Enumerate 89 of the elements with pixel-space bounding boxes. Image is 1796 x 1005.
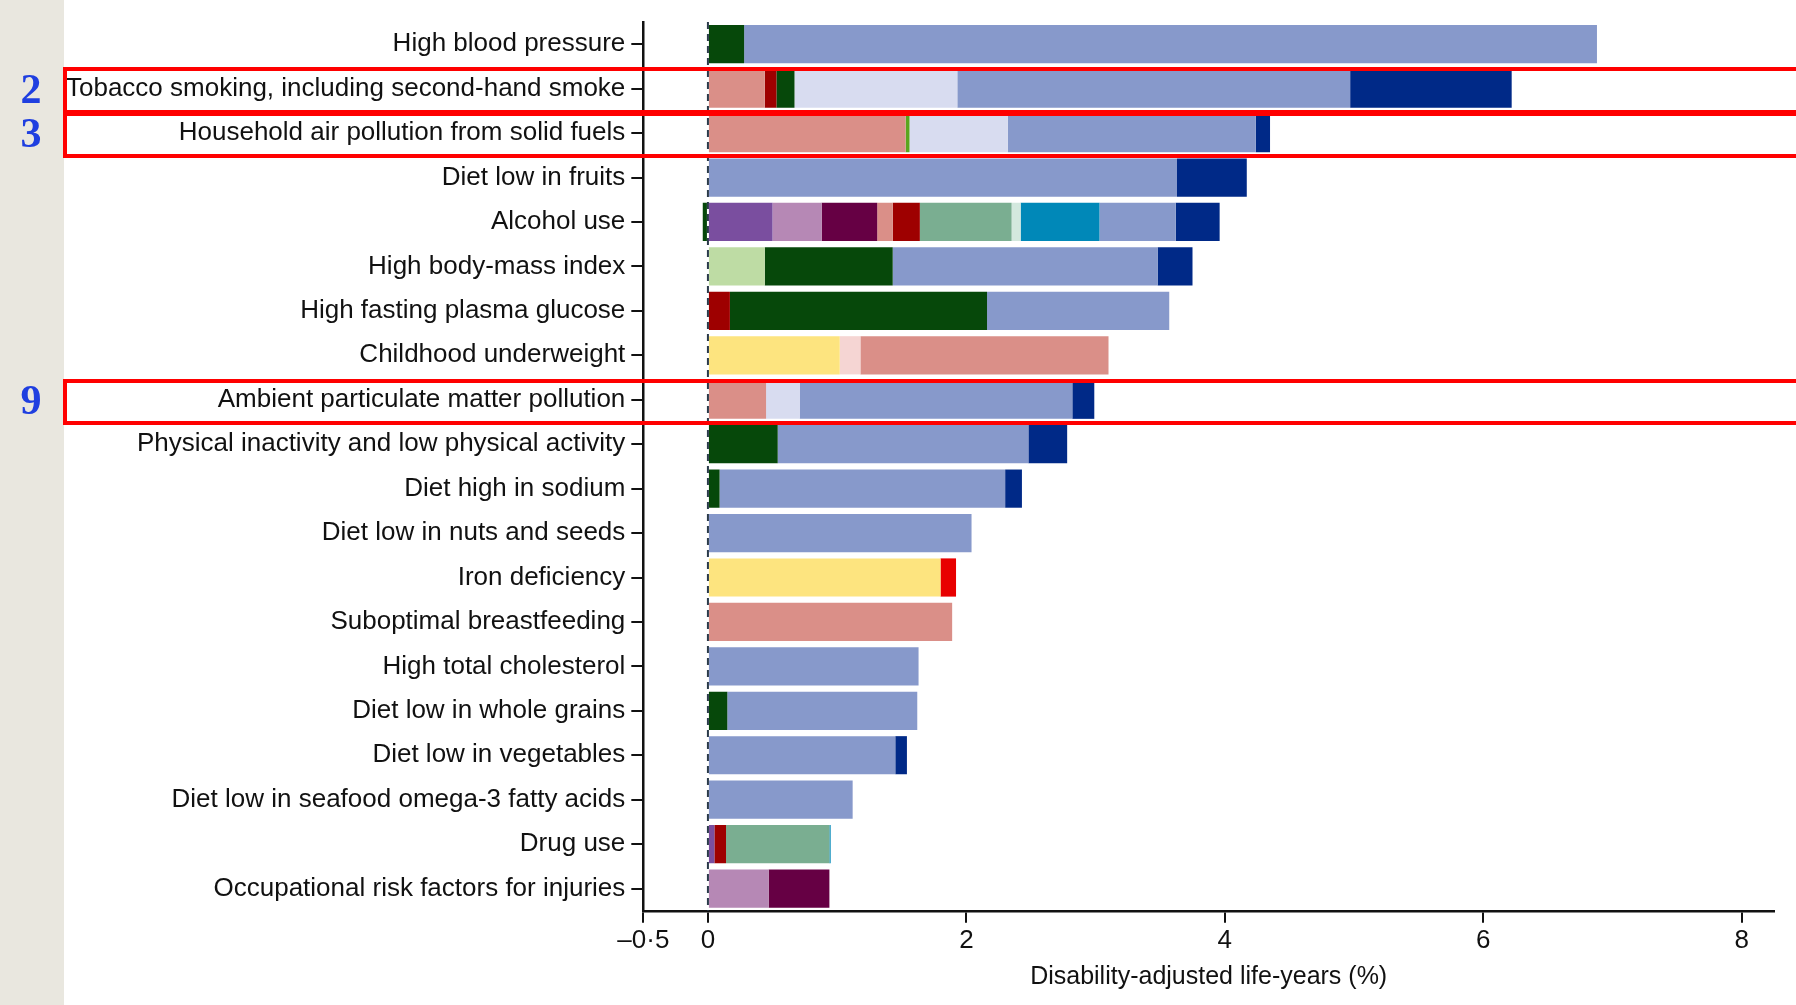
y-tick-label: Diet low in vegetables	[372, 738, 626, 769]
x-tick-label: 6	[1476, 923, 1491, 954]
x-tick-label: 0	[700, 923, 716, 954]
bar	[877, 202, 893, 242]
bar	[764, 69, 777, 108]
bar	[766, 380, 800, 419]
bar	[702, 202, 707, 242]
bar	[1007, 113, 1256, 153]
bar	[1005, 469, 1022, 508]
bar	[957, 69, 1351, 108]
y-tick-label: Tobacco smoking, including second-hand smoke	[65, 71, 626, 102]
bar	[895, 736, 907, 775]
bar	[708, 247, 765, 286]
bar	[1020, 202, 1100, 242]
bar	[1255, 113, 1271, 153]
y-tick-label: High body-mass index	[368, 249, 626, 280]
text: 9	[19, 375, 43, 425]
bar	[708, 869, 769, 908]
bar	[1175, 202, 1220, 242]
y-tick-label: Alcohol use	[490, 205, 626, 236]
bar	[905, 113, 910, 153]
bar	[708, 425, 778, 464]
y-tick-label: Diet low in whole grains	[352, 693, 626, 724]
y-tick-label: High fasting plasma glucose	[300, 294, 626, 325]
bar	[714, 825, 727, 864]
y-tick-label: Drug use	[519, 827, 626, 858]
y-tick-label: Household air pollution from solid fuels	[178, 116, 626, 147]
bar	[892, 247, 1158, 286]
bar	[708, 825, 715, 864]
bar	[708, 158, 1177, 197]
bar	[764, 247, 893, 286]
bar	[727, 691, 918, 730]
y-tick-label: High total cholesterol	[382, 649, 626, 680]
bar	[708, 469, 720, 508]
bar	[776, 69, 795, 108]
bar	[768, 869, 830, 908]
x-tick-label: 8	[1734, 923, 1749, 954]
bar	[708, 602, 953, 642]
y-tick-label: High blood pressure	[392, 27, 626, 58]
bar	[839, 336, 861, 375]
bar	[708, 69, 765, 108]
bar	[1099, 202, 1176, 242]
bar	[821, 202, 878, 242]
y-tick-label: Physical inactivity and low physical activity	[136, 427, 626, 458]
bar	[708, 513, 972, 553]
bar	[892, 202, 920, 242]
bar	[708, 202, 773, 242]
bar	[708, 558, 941, 597]
y-tick-label: Diet low in nuts and seeds	[321, 516, 626, 547]
bar	[708, 25, 745, 64]
bar	[708, 291, 730, 330]
y-tick-label: Iron deficiency	[457, 560, 626, 591]
y-tick-label: Diet low in fruits	[441, 160, 626, 191]
bar	[799, 380, 1073, 419]
y-tick-label: Diet low in seafood omega-3 fatty acids	[171, 782, 626, 813]
bar	[708, 691, 728, 730]
bar	[708, 736, 896, 775]
bar	[708, 113, 906, 153]
y-tick-label: Suboptimal breastfeeding	[330, 605, 626, 636]
bar	[772, 202, 822, 242]
bar	[794, 69, 958, 108]
bar	[708, 780, 853, 819]
bar	[909, 113, 1008, 153]
bar	[1011, 202, 1021, 242]
bar	[777, 425, 1029, 464]
bar	[919, 202, 1012, 242]
x-tick-label: 4	[1217, 923, 1233, 954]
bar	[708, 336, 840, 375]
y-tick-label: Ambient particulate matter pollution	[217, 382, 626, 413]
bar	[940, 558, 957, 597]
bar	[708, 647, 919, 686]
bar	[744, 25, 1597, 64]
x-tick-label: 2	[959, 923, 974, 954]
y-tick-label: Diet high in sodium	[404, 471, 626, 502]
x-axis-title: Disability-adjusted life-years (%)	[1030, 960, 1388, 989]
y-tick-label: Occupational risk factors for injuries	[213, 871, 626, 902]
y-tick-label: Childhood underweight	[359, 338, 627, 369]
bar	[1157, 247, 1193, 286]
bar	[726, 825, 830, 864]
bar	[708, 380, 767, 419]
bar	[1028, 425, 1068, 464]
bar	[719, 469, 1006, 508]
bar	[1072, 380, 1095, 419]
bar	[1177, 158, 1247, 197]
bar	[1350, 69, 1512, 108]
bar	[729, 291, 988, 330]
bar	[860, 336, 1109, 375]
x-tick-label: –0·5	[617, 923, 670, 954]
bar	[987, 291, 1170, 330]
